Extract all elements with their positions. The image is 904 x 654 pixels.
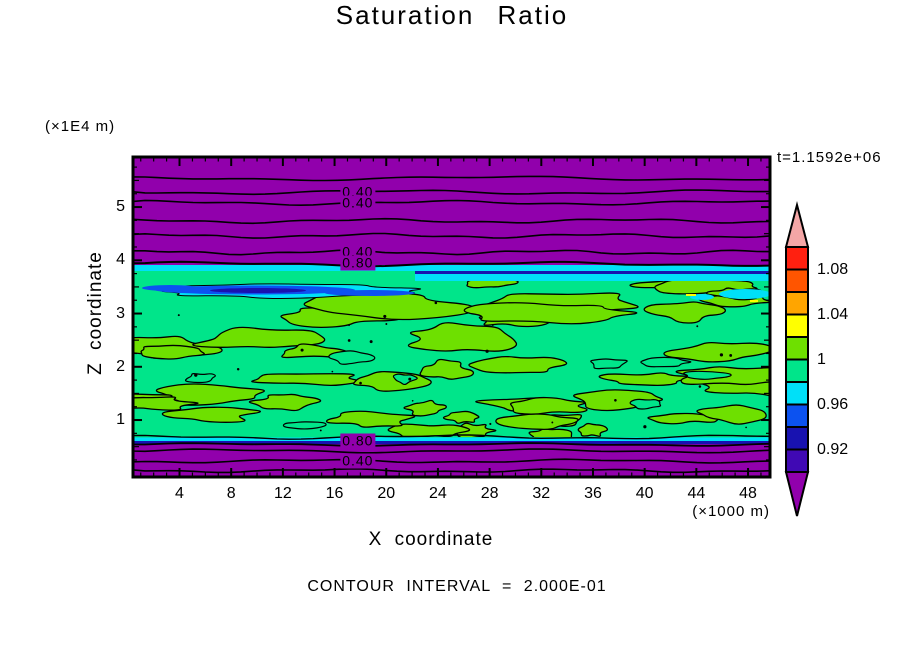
x-axis-title: X coordinate [368,529,494,550]
x-tick-label: 4 [175,485,184,502]
axis-ticks [133,157,770,477]
x-tick-label: 28 [480,485,499,502]
z-tick-label: 2 [116,357,125,375]
colorbar-tick-label: 0.96 [817,395,849,413]
x-tick-label: 48 [739,485,757,502]
colorbar-tick-label: 1 [817,350,826,368]
colorbar-tick-label: 1.08 [817,260,849,278]
contour-inline-label: 0.40 [340,194,376,211]
z-tick-label: 1 [116,411,125,429]
subsaturated-streaks-layer [142,283,769,302]
z-tick-label: 4 [116,251,125,269]
x-tick-label: 8 [226,485,236,502]
contour-inline-label: 0.80 [340,432,376,449]
colorbar [784,201,810,517]
x-tick-label: 44 [687,485,706,502]
colorbar-tick-label: 1.04 [817,305,849,323]
x-tick-label: 16 [325,485,344,502]
z-axis-unit-label: (×1E4 m) [45,118,116,135]
x-tick-label: 40 [635,485,654,502]
x-tick-label: 36 [584,485,602,502]
chart-title: Saturation Ratio [335,0,569,30]
contour-interval-note: CONTOUR INTERVAL = 2.000E-01 [307,578,607,595]
z-tick-label: 5 [116,198,125,216]
z-tick-label: 3 [116,304,125,322]
field-layer [134,158,769,476]
x-axis-unit-label: (×1000 m) [692,503,770,520]
time-annotation: t=1.1592e+06 [777,149,882,166]
x-tick-label: 24 [429,485,447,502]
contour-inline-label: 0.40 [340,452,376,469]
x-tick-label: 12 [273,485,292,502]
colorbar-tick-label: 0.92 [817,440,849,458]
x-tick-label: 32 [532,485,551,502]
x-tick-label: 20 [377,485,396,502]
contour-inline-label: 0.80 [340,254,376,271]
